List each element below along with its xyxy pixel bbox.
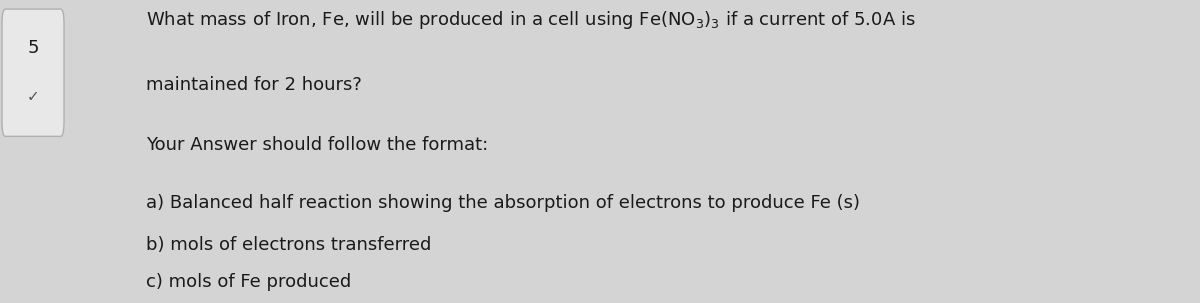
FancyBboxPatch shape	[2, 9, 64, 136]
Text: Your Answer should follow the format:: Your Answer should follow the format:	[146, 136, 488, 154]
Text: ✓: ✓	[26, 89, 40, 105]
Text: 5: 5	[28, 39, 38, 58]
Text: b) mols of electrons transferred: b) mols of electrons transferred	[146, 236, 432, 254]
Text: c) mols of Fe produced: c) mols of Fe produced	[146, 273, 352, 291]
Text: maintained for 2 hours?: maintained for 2 hours?	[146, 76, 362, 94]
Text: a) Balanced half reaction showing the absorption of electrons to produce Fe (s): a) Balanced half reaction showing the ab…	[146, 194, 860, 212]
Text: What mass of Iron, Fe, will be produced in a cell using Fe(NO$_3$)$_3$ if a curr: What mass of Iron, Fe, will be produced …	[146, 9, 916, 31]
